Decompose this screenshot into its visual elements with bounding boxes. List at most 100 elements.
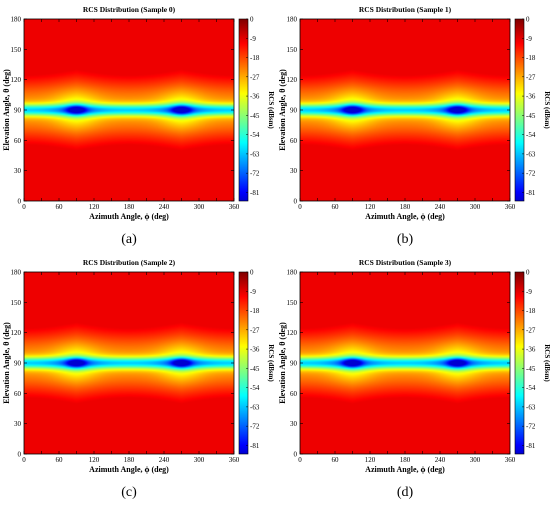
colorbar-tick-label: -36 bbox=[526, 346, 536, 354]
x-tick-label: 0 bbox=[298, 456, 302, 464]
colorbar-frame bbox=[238, 271, 249, 455]
x-axis-label: Azimuth Angle, ϕ (deg) bbox=[365, 212, 445, 221]
x-tick-label: 0 bbox=[22, 456, 26, 464]
y-tick-label: 120 bbox=[287, 329, 298, 337]
chart-title: RCS Distribution (Sample 1) bbox=[359, 5, 452, 14]
x-tick-label: 120 bbox=[89, 456, 100, 464]
colorbar-label: RCS (dBsm) bbox=[267, 344, 275, 382]
x-tick-label: 300 bbox=[470, 456, 481, 464]
y-tick-label: 120 bbox=[11, 76, 22, 84]
y-tick-label: 60 bbox=[14, 137, 22, 145]
colorbar-tick-label: -63 bbox=[526, 403, 536, 411]
heatmap-image bbox=[24, 19, 234, 201]
colorbar-tick-label: -9 bbox=[526, 288, 532, 296]
colorbar-frame bbox=[238, 18, 249, 202]
colorbar-tick-label: -63 bbox=[250, 150, 260, 158]
x-tick-label: 240 bbox=[159, 203, 170, 211]
colorbar-tick-label: -45 bbox=[250, 112, 260, 120]
y-axis-label: Elevation Angle, θ (deg) bbox=[2, 69, 11, 151]
chart-title: RCS Distribution (Sample 3) bbox=[359, 258, 452, 267]
colorbar-tick-label: -45 bbox=[250, 365, 260, 373]
x-tick-label: 60 bbox=[56, 203, 64, 211]
x-tick-label: 60 bbox=[332, 456, 340, 464]
colorbar-tick-label: -9 bbox=[250, 35, 256, 43]
x-tick-label: 240 bbox=[435, 456, 446, 464]
chart-panel-1: RCS Distribution (Sample 1) 0 60 120 180 240 3… bbox=[278, 5, 550, 247]
y-tick-label: 120 bbox=[287, 76, 298, 84]
y-tick-label: 30 bbox=[290, 167, 298, 175]
y-tick-label: 150 bbox=[287, 299, 298, 307]
colorbar-tick-label: -18 bbox=[250, 54, 260, 62]
y-tick-label: 0 bbox=[294, 451, 298, 459]
x-tick-label: 300 bbox=[194, 456, 205, 464]
x-tick-label: 300 bbox=[194, 203, 205, 211]
colorbar-label: RCS (dBsm) bbox=[543, 344, 550, 382]
colorbar-tick-label: -81 bbox=[250, 189, 260, 197]
panel-label: (a) bbox=[121, 232, 137, 247]
x-tick-label: 120 bbox=[365, 203, 376, 211]
colorbar-tick-label: -54 bbox=[526, 131, 536, 139]
heatmap-image bbox=[300, 19, 510, 201]
colorbar-tick-label: -81 bbox=[250, 442, 260, 450]
x-tick-label: 300 bbox=[470, 203, 481, 211]
heatmap-image bbox=[24, 272, 234, 454]
x-tick-label: 60 bbox=[332, 203, 340, 211]
colorbar-tick-label: -36 bbox=[250, 93, 260, 101]
chart-title: RCS Distribution (Sample 0) bbox=[83, 5, 176, 14]
x-tick-label: 360 bbox=[505, 203, 516, 211]
x-tick-label: 180 bbox=[400, 456, 411, 464]
x-tick-label: 180 bbox=[124, 203, 135, 211]
heatmap-image bbox=[300, 272, 510, 454]
colorbar-tick-label: -36 bbox=[250, 346, 260, 354]
colorbar-tick-label: -18 bbox=[526, 54, 536, 62]
colorbar-tick-label: -72 bbox=[250, 423, 260, 431]
x-tick-label: 60 bbox=[56, 456, 64, 464]
panel-label: (c) bbox=[121, 485, 137, 500]
colorbar-tick-label: -9 bbox=[250, 288, 256, 296]
colorbar-tick-label: -27 bbox=[526, 73, 536, 81]
y-tick-label: 0 bbox=[18, 451, 22, 459]
y-tick-label: 180 bbox=[287, 269, 298, 277]
colorbar-tick-label: 0 bbox=[526, 269, 530, 277]
colorbar bbox=[239, 19, 248, 201]
colorbar-tick-label: -54 bbox=[250, 131, 260, 139]
y-tick-label: 150 bbox=[11, 299, 22, 307]
colorbar bbox=[515, 19, 524, 201]
y-tick-label: 120 bbox=[11, 329, 22, 337]
colorbar-tick-label: -45 bbox=[526, 365, 536, 373]
panel-label: (d) bbox=[397, 485, 414, 500]
colorbar-label: RCS (dBsm) bbox=[543, 91, 550, 129]
x-tick-label: 240 bbox=[435, 203, 446, 211]
x-tick-label: 180 bbox=[400, 203, 411, 211]
colorbar-tick-label: -72 bbox=[526, 423, 536, 431]
colorbar-label: RCS (dBsm) bbox=[267, 91, 275, 129]
x-tick-label: 240 bbox=[159, 456, 170, 464]
y-tick-label: 180 bbox=[11, 16, 22, 24]
colorbar-tick-label: 0 bbox=[250, 269, 254, 277]
colorbar-frame bbox=[514, 18, 525, 202]
colorbar-tick-label: -27 bbox=[250, 73, 260, 81]
y-axis-label: Elevation Angle, θ (deg) bbox=[278, 322, 287, 404]
x-tick-label: 180 bbox=[124, 456, 135, 464]
colorbar bbox=[515, 272, 524, 454]
x-tick-label: 120 bbox=[365, 456, 376, 464]
y-tick-label: 90 bbox=[14, 107, 22, 115]
y-tick-label: 60 bbox=[290, 137, 298, 145]
y-tick-label: 150 bbox=[11, 46, 22, 54]
panel-label: (b) bbox=[397, 232, 414, 247]
colorbar-tick-label: -27 bbox=[250, 326, 260, 334]
y-tick-label: 0 bbox=[18, 198, 22, 206]
y-tick-label: 90 bbox=[290, 107, 298, 115]
x-tick-label: 360 bbox=[229, 203, 240, 211]
x-tick-label: 360 bbox=[505, 456, 516, 464]
y-axis-label: Elevation Angle, θ (deg) bbox=[2, 322, 11, 404]
colorbar-tick-label: -63 bbox=[250, 403, 260, 411]
y-tick-label: 180 bbox=[287, 16, 298, 24]
y-tick-label: 30 bbox=[290, 420, 298, 428]
colorbar-tick-label: -54 bbox=[526, 384, 536, 392]
y-tick-label: 30 bbox=[14, 167, 22, 175]
chart-panel-2: RCS Distribution (Sample 2) 0 60 120 180 240 3… bbox=[2, 258, 275, 500]
x-axis-label: Azimuth Angle, ϕ (deg) bbox=[365, 465, 445, 474]
colorbar-tick-label: -72 bbox=[250, 170, 260, 178]
